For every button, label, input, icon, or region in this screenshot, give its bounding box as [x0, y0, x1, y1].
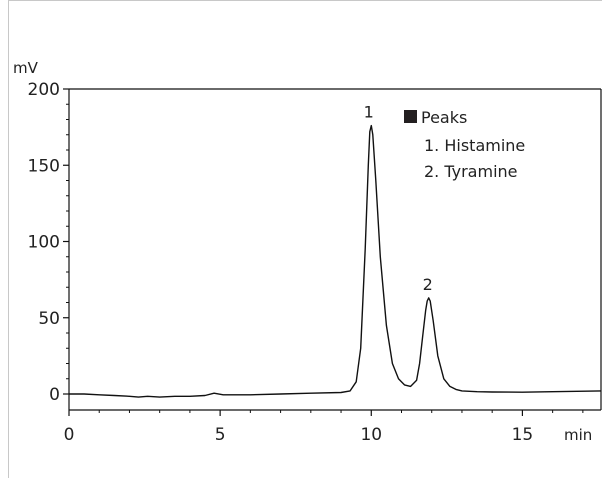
y-tick-label: 200	[28, 80, 60, 100]
x-tick-label: 10	[360, 425, 382, 445]
legend-square-icon	[404, 110, 417, 123]
legend-item: 1. Histamine	[424, 136, 525, 155]
x-tick-label: 5	[215, 425, 226, 445]
y-tick-label: 0	[49, 385, 60, 405]
y-tick-label: 50	[38, 309, 60, 329]
y-tick-label: 150	[28, 156, 60, 176]
peak-label-2: 2	[423, 275, 433, 294]
legend-item: 2. Tyramine	[424, 162, 518, 181]
figure-frame	[8, 0, 602, 478]
y-axis-unit: mV	[13, 59, 39, 77]
y-tick-label: 100	[28, 233, 60, 253]
chromatogram-trace	[69, 124, 602, 398]
x-tick-label: 15	[512, 425, 534, 445]
x-axis-unit: min	[564, 426, 592, 444]
peak-label-1: 1	[364, 103, 374, 122]
x-tick-label: 0	[64, 425, 75, 445]
legend-title: Peaks	[421, 108, 467, 127]
